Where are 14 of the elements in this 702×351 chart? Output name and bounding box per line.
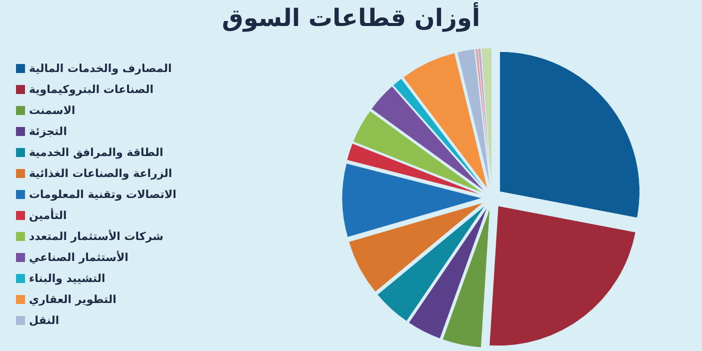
legend-label: التأمين [29, 209, 67, 222]
legend-label: المصارف والخدمات المالية [29, 62, 172, 75]
legend-label: التطوير العقاري [29, 293, 116, 306]
legend-label: الطاقة والمرافق الخدمية [29, 146, 164, 159]
legend-label: التجزئة [29, 125, 67, 138]
legend-label: الاتصالات وتقنية المعلومات [29, 188, 176, 201]
legend-label: الصناعات البتروكيماوية [29, 83, 154, 96]
legend-label: الاسمنت [29, 104, 76, 117]
legend-label: النقل [29, 314, 60, 327]
legend-label: شركات الأستثمار المتعدد [29, 230, 164, 243]
legend-label: الأستثمار الصناعي [29, 251, 128, 264]
legend-label: التشييد والبناء [29, 272, 106, 285]
legend-label: الزراعة والصناعات الغذائية [29, 167, 172, 180]
chart-title: أوزان قطاعات السوق [220, 4, 482, 32]
